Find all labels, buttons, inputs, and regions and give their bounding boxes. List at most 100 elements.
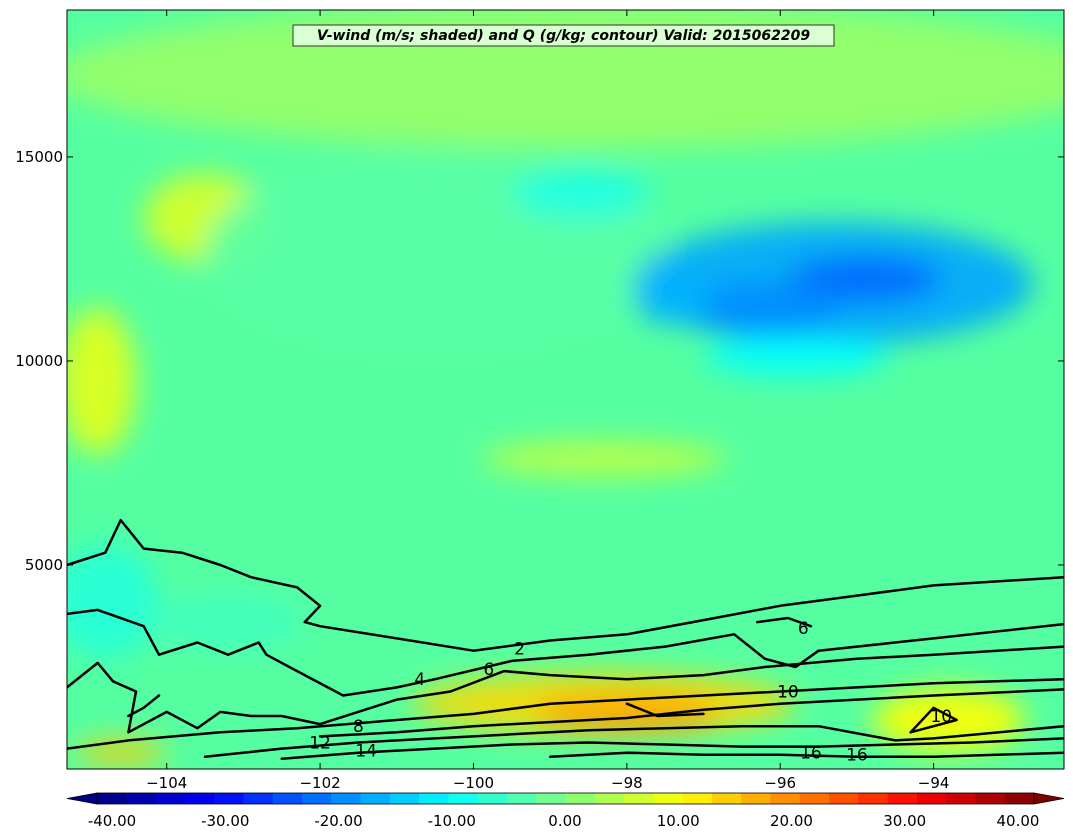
shading-blob-7 bbox=[688, 281, 842, 335]
colorbar-cell bbox=[272, 793, 303, 804]
x-tick-label: −100 bbox=[453, 774, 494, 792]
x-tick-label: −96 bbox=[764, 774, 796, 792]
contour-label-0: 2 bbox=[514, 640, 525, 660]
chart-title-box: V-wind (m/s; shaded) and Q (g/kg; contou… bbox=[292, 24, 835, 47]
contour-label-10: 6 bbox=[798, 619, 809, 639]
shading-blob-15 bbox=[872, 687, 1026, 753]
colorbar-cell bbox=[536, 793, 566, 804]
chart-title: V-wind (m/s; shaded) and Q (g/kg; contou… bbox=[317, 28, 810, 44]
colorbar-tick-label: -30.00 bbox=[201, 812, 249, 830]
contour-label-5: 12 bbox=[309, 733, 331, 753]
x-tick-label: −104 bbox=[146, 774, 187, 792]
shading-blob-2 bbox=[67, 307, 137, 455]
colorbar-cell bbox=[126, 793, 157, 804]
contour-line-2 bbox=[67, 645, 1064, 734]
colorbar-cell bbox=[858, 793, 889, 804]
colorbar-cell bbox=[711, 793, 742, 804]
contour-label-4: 10 bbox=[777, 682, 799, 702]
y-axis: 5000 10000 15000 bbox=[15, 148, 1064, 574]
colorbar-cell bbox=[155, 793, 186, 804]
contour-line-9 bbox=[909, 706, 958, 734]
x-axis: −104 −102 −100 −98 −96 −94 bbox=[146, 10, 949, 792]
contour-line-0 bbox=[67, 518, 1064, 652]
colorbar-tick-label: -10.00 bbox=[428, 812, 476, 830]
contour-line-5 bbox=[203, 724, 1064, 759]
colorbar-cell bbox=[916, 793, 947, 804]
vwind-shading bbox=[67, 10, 1064, 765]
contour-label-7: 16 bbox=[800, 744, 822, 764]
x-tick-label: −94 bbox=[918, 774, 950, 792]
colorbar-cell bbox=[594, 793, 625, 804]
colorbar-cell bbox=[741, 793, 771, 804]
colorbar-tick-label: -40.00 bbox=[88, 812, 136, 830]
colorbar-cells bbox=[66, 792, 1065, 805]
contour-label-2: 6 bbox=[483, 660, 494, 680]
colorbar-cell bbox=[448, 793, 479, 804]
colorbar-cell bbox=[770, 793, 801, 804]
contour-line-10 bbox=[755, 616, 813, 628]
shading-blob-16 bbox=[74, 740, 167, 765]
y-tick-label: 5000 bbox=[25, 556, 63, 574]
colorbar-cell bbox=[829, 793, 859, 804]
x-tick-label: −98 bbox=[611, 774, 643, 792]
colorbar-tick-label: -20.00 bbox=[314, 812, 362, 830]
y-tick-label: 10000 bbox=[15, 352, 63, 370]
colorbar-tick-label: 0.00 bbox=[548, 812, 581, 830]
q-contour-labels: 2 4 6 8 10 12 14 16 16 10 6 bbox=[309, 619, 952, 766]
plot-area: 2 4 6 8 10 12 14 16 16 10 6 bbox=[66, 9, 1065, 770]
contour-line-4 bbox=[318, 688, 1064, 738]
colorbar-tick-label: 30.00 bbox=[883, 812, 926, 830]
plot-frame bbox=[66, 9, 1065, 770]
contour-line-11 bbox=[127, 694, 161, 718]
colorbar-extend-max bbox=[1033, 792, 1065, 805]
x-tick-label: −102 bbox=[299, 774, 340, 792]
colorbar-cell bbox=[799, 793, 830, 804]
contour-label-9: 10 bbox=[930, 707, 952, 727]
colorbar-cell bbox=[184, 793, 215, 804]
colorbar-cell bbox=[1004, 793, 1035, 804]
colorbar-cell bbox=[624, 793, 654, 804]
colorbar-tick-label: 40.00 bbox=[997, 812, 1040, 830]
contour-line-3 bbox=[67, 677, 1064, 750]
colorbar-cell bbox=[565, 793, 596, 804]
colorbar-cell bbox=[682, 793, 713, 804]
colorbar-cell bbox=[419, 793, 449, 804]
contour-line-6 bbox=[280, 737, 1064, 761]
colorbar-ticks: -40.00 -30.00 -20.00 -10.00 0.00 10.00 20.00 30… bbox=[88, 812, 1040, 830]
colorbar-cell bbox=[301, 793, 332, 804]
colorbar-cell bbox=[975, 793, 1006, 804]
shading-blob-9 bbox=[703, 336, 888, 378]
colorbar-cell bbox=[887, 793, 918, 804]
colorbar: -40.00 -30.00 -20.00 -10.00 0.00 10.00 20.00 30… bbox=[66, 792, 1065, 830]
colorbar-cell bbox=[331, 793, 362, 804]
colorbar-cell bbox=[243, 793, 274, 804]
shading-blob-12 bbox=[481, 440, 727, 478]
colorbar-tick-label: 10.00 bbox=[657, 812, 700, 830]
colorbar-extend-min bbox=[66, 792, 98, 805]
shading-blob-10 bbox=[67, 544, 160, 659]
shading-blob-4 bbox=[511, 169, 650, 219]
colorbar-cell bbox=[506, 793, 537, 804]
shading-blob-11 bbox=[151, 593, 305, 651]
shading-blob-8 bbox=[634, 275, 712, 325]
colorbar-cell bbox=[360, 793, 391, 804]
shading-blob-14 bbox=[534, 693, 719, 735]
colorbar-cell bbox=[946, 793, 976, 804]
colorbar-cell bbox=[97, 793, 127, 804]
contour-line-8 bbox=[625, 702, 705, 718]
y-tick-label: 15000 bbox=[15, 148, 63, 166]
contour-label-6: 14 bbox=[355, 742, 377, 762]
colorbar-cell bbox=[477, 793, 508, 804]
contour-label-3: 8 bbox=[353, 717, 364, 737]
shading-blob-6 bbox=[787, 256, 942, 302]
contour-label-1: 4 bbox=[414, 670, 425, 690]
colorbar-cell bbox=[389, 793, 420, 804]
colorbar-cell bbox=[214, 793, 244, 804]
contour-line-7 bbox=[548, 751, 1064, 759]
q-contours bbox=[67, 518, 1064, 761]
colorbar-tick-label: 20.00 bbox=[770, 812, 813, 830]
contour-label-8: 16 bbox=[846, 746, 868, 766]
colorbar-cell bbox=[653, 793, 684, 804]
colorbar-frame bbox=[96, 792, 1035, 805]
